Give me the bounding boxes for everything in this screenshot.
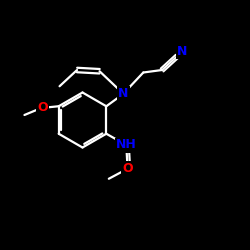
Text: N: N [118, 87, 128, 100]
Text: O: O [122, 162, 133, 175]
Text: NH: NH [116, 138, 137, 151]
Text: N: N [177, 45, 187, 58]
Text: O: O [37, 101, 48, 114]
